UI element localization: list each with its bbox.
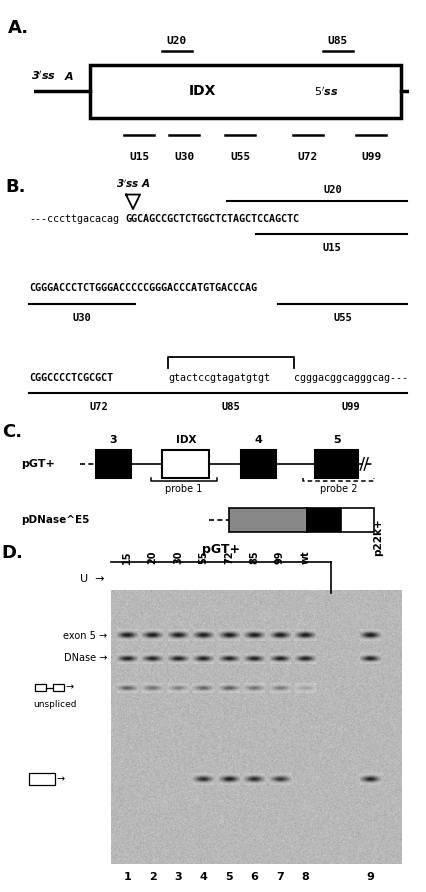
Text: pGT+: pGT+ (202, 543, 240, 556)
Text: B.: B. (6, 178, 26, 195)
Text: 9: 9 (366, 871, 374, 881)
Bar (241, 450, 276, 478)
Text: CGGGACCCTCTGGGACCCCCGGGACCCATGTGACCCAG: CGGGACCCTCTGGGACCCCCGGGACCCATGTGACCCAG (29, 284, 257, 293)
Text: 3$'$ss A: 3$'$ss A (115, 178, 150, 190)
Text: IDX: IDX (189, 84, 216, 98)
Text: 4: 4 (254, 435, 262, 445)
Text: U20: U20 (323, 185, 342, 194)
Text: 7: 7 (276, 871, 284, 881)
Text: U20: U20 (167, 36, 187, 45)
Text: U85: U85 (222, 401, 240, 412)
Text: U85: U85 (328, 36, 348, 45)
Text: unspliced: unspliced (33, 700, 76, 709)
Bar (162, 450, 210, 478)
Text: D.: D. (2, 544, 23, 563)
Text: C.: C. (2, 424, 22, 442)
Text: pGT+: pGT+ (21, 458, 55, 469)
Bar (96, 450, 131, 478)
Text: 3: 3 (174, 871, 182, 881)
Text: U72: U72 (298, 152, 318, 161)
Text: U30: U30 (174, 152, 194, 161)
Text: 5: 5 (333, 435, 341, 445)
Bar (29, 773, 55, 785)
Text: pDNase^E5: pDNase^E5 (21, 515, 90, 525)
Text: exon 5 →: exon 5 → (63, 631, 107, 640)
Bar (90, 64, 401, 118)
Text: 3$'$ss: 3$'$ss (31, 69, 57, 82)
Text: ---cccttgacacag: ---cccttgacacag (29, 213, 119, 224)
Text: U72: U72 (89, 401, 108, 412)
Text: IDX: IDX (176, 435, 196, 445)
Text: U15: U15 (129, 152, 149, 161)
Text: 20: 20 (147, 550, 158, 564)
Text: 72: 72 (224, 550, 234, 564)
Bar (53, 684, 64, 691)
Bar (308, 508, 341, 532)
Text: U99: U99 (341, 401, 360, 412)
Text: gtactccgtagatgtgt: gtactccgtagatgtgt (168, 373, 270, 383)
Text: U15: U15 (322, 243, 341, 252)
Text: U99: U99 (361, 152, 382, 161)
Text: 99: 99 (275, 550, 285, 564)
Text: 15: 15 (122, 550, 132, 564)
Bar (229, 508, 308, 532)
Text: DNase →: DNase → (64, 654, 107, 664)
Text: $5'$ss: $5'$ss (314, 85, 339, 98)
Text: U55: U55 (333, 312, 352, 323)
Text: GGCAGCCGCTCTGGCTCTAGCTCCAGCTC: GGCAGCCGCTCTGGCTCTAGCTCCAGCTC (125, 213, 299, 224)
Text: 30: 30 (173, 550, 183, 564)
Text: cgggacggcagggcag---: cgggacggcagggcag--- (294, 373, 408, 383)
Text: A.: A. (8, 19, 29, 37)
Text: 4: 4 (200, 871, 207, 881)
Text: 1: 1 (123, 871, 131, 881)
Text: U55: U55 (230, 152, 250, 161)
Text: p22k+: p22k+ (373, 518, 383, 556)
Text: 2: 2 (149, 871, 156, 881)
Bar (315, 450, 358, 478)
Bar (341, 508, 374, 532)
Text: 85: 85 (250, 550, 259, 564)
Text: CGGCCCCТCGCGCT: CGGCCCCТCGCGCT (29, 373, 113, 383)
Text: U  →: U → (80, 574, 105, 583)
Text: probe 1: probe 1 (165, 484, 203, 494)
Text: 3: 3 (109, 435, 117, 445)
Text: 8: 8 (302, 871, 309, 881)
Bar (35, 684, 46, 691)
Text: wt: wt (300, 550, 311, 564)
Text: U30: U30 (73, 312, 92, 323)
Text: →: → (57, 774, 65, 784)
Text: →: → (66, 682, 74, 692)
Text: A: A (65, 71, 73, 82)
Text: 6: 6 (250, 871, 259, 881)
Text: probe 2: probe 2 (320, 484, 357, 494)
Text: 55: 55 (199, 550, 209, 564)
Text: 5: 5 (225, 871, 233, 881)
